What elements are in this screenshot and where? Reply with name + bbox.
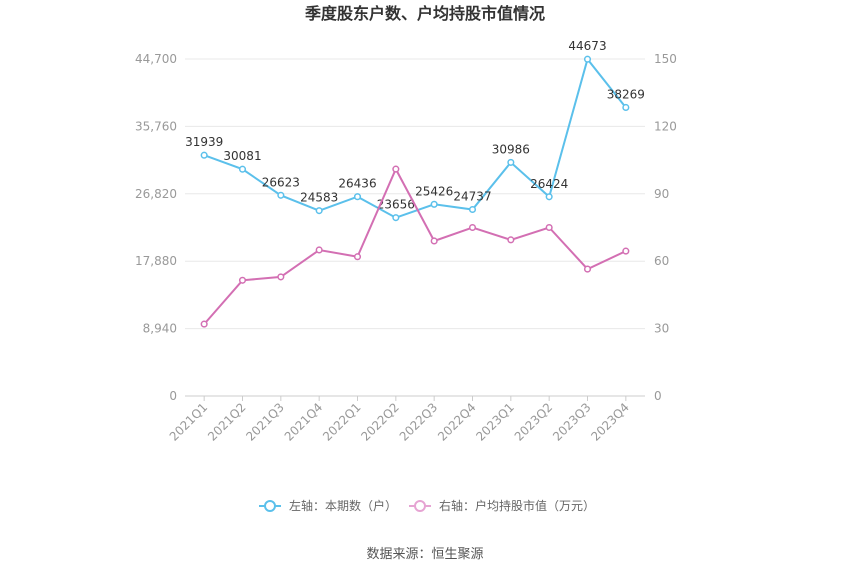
- x-axis: 2021Q12021Q22021Q32021Q42022Q12022Q22022…: [167, 396, 632, 444]
- data-point[interactable]: [583, 265, 592, 273]
- data-point[interactable]: [315, 246, 323, 254]
- legend-label-left: 左轴：本期数（户）: [289, 498, 397, 513]
- x-tick-label: 2023Q1: [473, 400, 517, 444]
- legend-item-right-series[interactable]: 右轴：户均持股市值（万元）: [409, 498, 595, 513]
- x-tick-label: 2022Q2: [358, 400, 402, 444]
- data-point[interactable]: [507, 158, 515, 166]
- data-point[interactable]: [277, 273, 285, 281]
- data-point[interactable]: [238, 276, 247, 284]
- right-tick-label: 90: [654, 187, 669, 201]
- data-point[interactable]: [315, 207, 323, 215]
- data-label: 25426: [415, 184, 453, 198]
- data-point[interactable]: [353, 253, 362, 261]
- x-tick-label: 2021Q4: [282, 400, 326, 444]
- grid-lines: [185, 58, 645, 397]
- x-tick-label: 2021Q2: [205, 400, 249, 444]
- data-point[interactable]: [430, 200, 438, 208]
- x-tick-label: 2021Q3: [243, 400, 287, 444]
- data-label: 38269: [607, 87, 645, 101]
- legend-marker-icon: [414, 500, 426, 512]
- legend-marker-icon: [264, 500, 276, 512]
- data-point[interactable]: [507, 236, 515, 244]
- data-label: 30986: [492, 142, 530, 156]
- data-point[interactable]: [392, 214, 400, 222]
- x-tick-label: 2022Q3: [397, 400, 441, 444]
- data-point[interactable]: [468, 205, 477, 214]
- series-line-holders: [203, 57, 627, 219]
- right-tick-label: 60: [654, 254, 669, 268]
- left-tick-label: 44,700: [135, 52, 177, 66]
- data-point[interactable]: [392, 165, 400, 173]
- left-tick-label: 17,880: [135, 254, 177, 268]
- data-label: 24583: [300, 191, 338, 205]
- x-tick-label: 2023Q2: [512, 400, 556, 444]
- left-axis: 0 8,940 17,880 26,820 35,760 44,700: [135, 52, 177, 403]
- right-axis: 0 30 60 90 120 150: [654, 52, 677, 403]
- left-tick-label: 8,940: [143, 322, 177, 336]
- data-label: 23656: [377, 198, 415, 212]
- chart-title: 季度股东户数、户均持股市值情况: [304, 4, 545, 23]
- data-point[interactable]: [468, 223, 477, 232]
- legend-item-left-series[interactable]: 左轴：本期数（户）: [259, 498, 397, 513]
- x-tick-label: 2021Q1: [167, 400, 211, 444]
- x-tick-label: 2023Q4: [588, 400, 632, 444]
- right-tick-label: 0: [654, 389, 662, 403]
- right-tick-label: 150: [654, 52, 677, 66]
- data-label: 26436: [338, 177, 376, 191]
- data-label: 30081: [223, 149, 261, 163]
- x-tick-label: 2022Q1: [320, 400, 364, 444]
- data-point[interactable]: [277, 191, 285, 199]
- data-label: 44673: [568, 39, 606, 53]
- data-point[interactable]: [622, 247, 630, 255]
- x-tick-label: 2023Q3: [550, 400, 594, 444]
- left-tick-label: 0: [169, 389, 177, 403]
- data-point[interactable]: [545, 193, 553, 201]
- data-point[interactable]: [583, 55, 592, 63]
- data-label: 31939: [185, 135, 223, 149]
- left-tick-label: 35,760: [135, 119, 177, 133]
- data-point[interactable]: [200, 320, 208, 328]
- data-point[interactable]: [545, 223, 553, 232]
- data-label: 26424: [530, 177, 568, 191]
- data-point[interactable]: [622, 103, 630, 112]
- right-tick-label: 120: [654, 119, 677, 133]
- data-point[interactable]: [200, 151, 208, 159]
- right-tick-label: 30: [654, 322, 669, 336]
- data-point[interactable]: [430, 237, 438, 245]
- left-tick-label: 26,820: [135, 187, 177, 201]
- legend-label-right: 右轴：户均持股市值（万元）: [439, 498, 595, 513]
- data-point[interactable]: [353, 193, 362, 201]
- data-label: 26623: [262, 175, 300, 189]
- legend[interactable]: 左轴：本期数（户） 右轴：户均持股市值（万元）: [259, 498, 595, 513]
- data-label: 24737: [453, 190, 491, 204]
- data-point[interactable]: [238, 165, 247, 173]
- data-source: 数据来源：恒生聚源: [366, 547, 483, 562]
- series-line-market-value: [203, 166, 627, 325]
- x-tick-label: 2022Q4: [435, 400, 479, 444]
